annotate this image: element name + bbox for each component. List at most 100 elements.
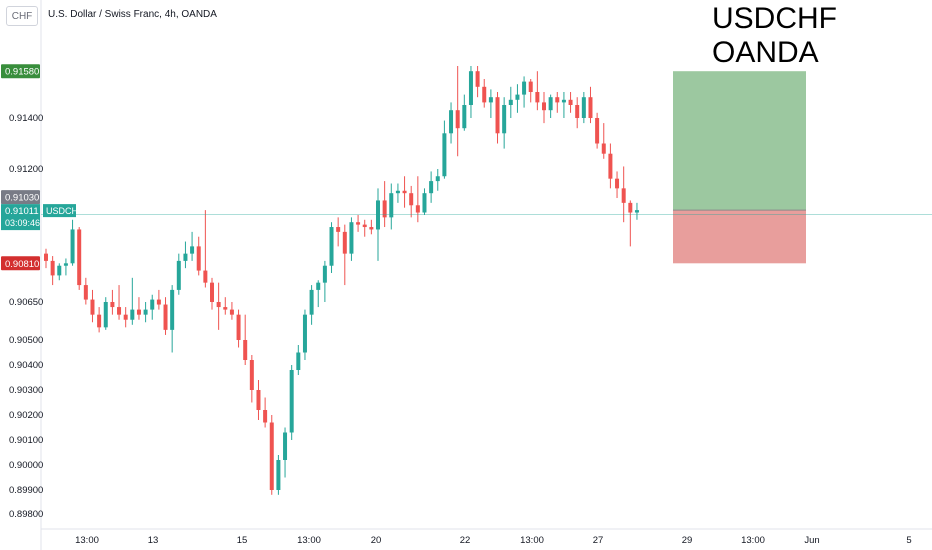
candle-body <box>402 190 407 194</box>
candle-body <box>196 246 201 271</box>
candle-body <box>522 81 527 95</box>
candle-body <box>581 97 586 118</box>
candle-body <box>309 289 314 315</box>
y-tick-label: 0.90400 <box>9 360 43 371</box>
x-tick-label: 13:00 <box>520 535 544 546</box>
x-tick-label: 20 <box>371 535 382 546</box>
candle-body <box>329 227 334 266</box>
candle-body <box>608 153 613 179</box>
candle-body <box>342 231 347 254</box>
stop-zone <box>673 210 806 264</box>
candle-body <box>296 352 301 370</box>
candle-body <box>97 314 102 328</box>
candle-body <box>223 307 228 310</box>
candle-body <box>283 432 288 460</box>
candle-body <box>502 105 507 134</box>
x-tick-label: 5 <box>906 535 911 546</box>
candle-body <box>77 229 82 286</box>
candle-body <box>210 282 214 302</box>
y-tick-label: 0.90000 <box>9 460 43 471</box>
countdown-label: 03:09:46 <box>5 218 40 228</box>
candle-body <box>170 289 175 330</box>
y-tick-label: 0.89900 <box>9 485 43 496</box>
candle-body <box>90 299 95 315</box>
y-tick-label: 0.90300 <box>9 385 43 396</box>
candle-body <box>243 340 248 360</box>
candle-body <box>322 265 327 283</box>
candle-body <box>276 460 281 490</box>
candle-body <box>468 71 473 105</box>
candle-body <box>628 202 633 213</box>
candle-body <box>203 270 208 283</box>
current-price-label: 0.91011 <box>5 206 39 217</box>
candle-body <box>488 97 493 103</box>
candle-body <box>528 81 533 92</box>
candle-body <box>263 410 268 423</box>
candle-body <box>143 309 148 315</box>
x-tick-label: 15 <box>237 535 248 546</box>
target-zone <box>673 71 806 211</box>
candle-body <box>588 97 593 118</box>
y-tick-label: 0.90200 <box>9 410 43 421</box>
candle-body <box>289 370 294 433</box>
symbol-title: U.S. Dollar / Swiss Franc, 4h, OANDA <box>48 9 217 20</box>
candle-body <box>515 94 520 100</box>
candle-body <box>57 265 62 276</box>
candle-body <box>236 314 241 340</box>
annotation-title-line1: USDCHF <box>712 2 837 35</box>
candle-body <box>601 143 606 154</box>
candle-body <box>70 229 75 264</box>
candle-body <box>123 314 128 320</box>
candle-body <box>349 222 354 254</box>
candle-body <box>409 193 414 206</box>
candle-body <box>183 253 188 261</box>
annotation-title-line2: OANDA <box>712 36 819 69</box>
candle-body <box>110 302 115 308</box>
candle-body <box>302 314 307 353</box>
candle-body <box>508 99 513 105</box>
candle-body <box>190 246 195 254</box>
candle-body <box>150 299 155 310</box>
currency-selector[interactable]: CHF <box>6 6 38 26</box>
candle-body <box>362 224 367 228</box>
candle-body <box>216 302 221 308</box>
y-tick-label: 0.90650 <box>9 297 43 308</box>
x-tick-label: 13:00 <box>297 535 321 546</box>
candle-body <box>117 307 122 315</box>
symbol-tag: USDCHF <box>46 206 84 216</box>
y-tick-label: 0.89800 <box>9 509 43 520</box>
candle-body <box>336 227 341 232</box>
candle-body <box>269 422 274 490</box>
candle-body <box>229 309 234 315</box>
candle-body <box>435 176 440 182</box>
candle-body <box>415 205 420 213</box>
candle-body <box>442 133 447 177</box>
candle-body <box>455 110 460 129</box>
candle-body <box>382 200 387 218</box>
x-tick-label: 29 <box>682 535 693 546</box>
candle-body <box>615 178 620 189</box>
candle-body <box>136 309 141 315</box>
target-price-label-bg <box>1 64 40 79</box>
x-tick-label: 27 <box>593 535 604 546</box>
candle-body <box>103 302 108 328</box>
candle-body <box>63 263 68 266</box>
candle-body <box>44 253 48 261</box>
candle-body <box>130 309 135 320</box>
candle-body <box>422 193 427 213</box>
candle-body <box>429 181 434 194</box>
y-tick-label: 0.91400 <box>9 113 43 124</box>
x-tick-label: Jun <box>804 535 819 546</box>
candle-body <box>568 99 573 105</box>
y-tick-label: 0.90500 <box>9 335 43 346</box>
current-price-bg <box>1 204 40 231</box>
candle-body <box>50 260 55 276</box>
candle-body <box>163 304 168 330</box>
candle-body <box>548 97 553 111</box>
candle-body <box>395 190 400 194</box>
candle-body <box>449 110 454 134</box>
entry-price-label: 0.91030 <box>5 193 39 204</box>
stop-price-label: 0.90810 <box>5 259 39 270</box>
